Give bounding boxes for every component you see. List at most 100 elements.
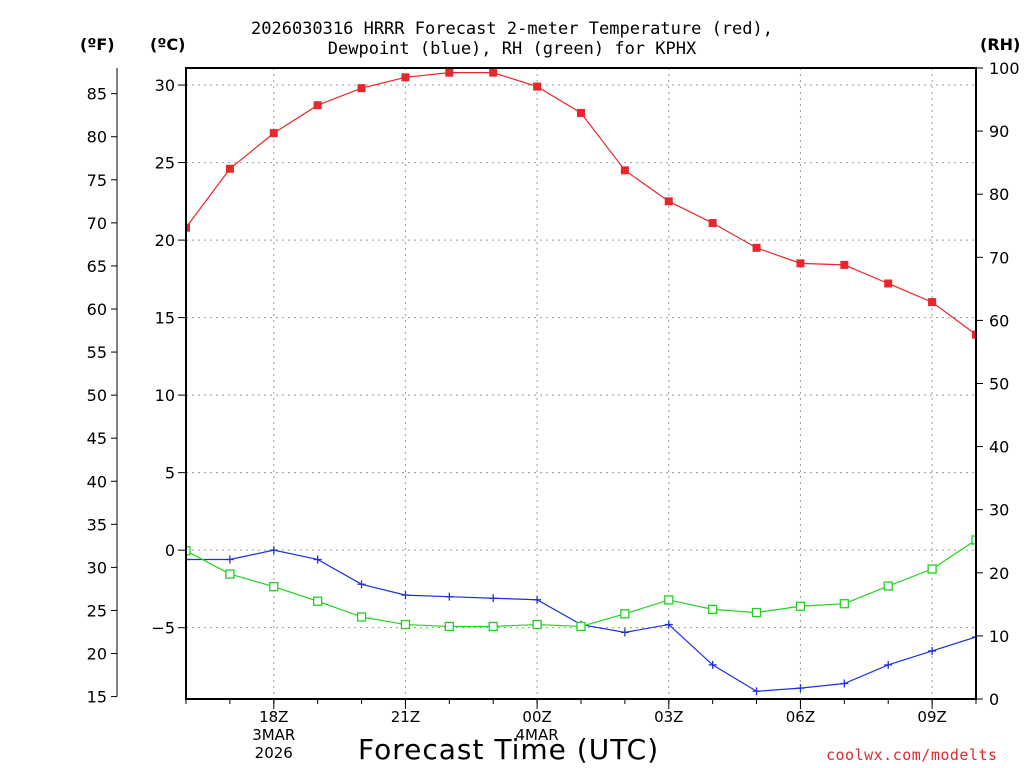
time-tick-label-2-1: 3MAR bbox=[252, 726, 295, 744]
rh-tick-label-40: 40 bbox=[989, 438, 1009, 457]
time-tick-label-14-0: 06Z bbox=[786, 708, 815, 726]
rh-point-11 bbox=[664, 595, 674, 605]
temperature-point-5 bbox=[401, 73, 410, 82]
rh-point-17 bbox=[927, 564, 937, 574]
temperature-point-17 bbox=[928, 298, 937, 307]
rh-tick-label-10: 10 bbox=[989, 627, 1009, 646]
chart-title-line-2: Dewpoint (blue), RH (green) for KPHX bbox=[327, 39, 697, 59]
rh-tick-label-30: 30 bbox=[989, 501, 1009, 520]
time-tick-label-5-0: 21Z bbox=[391, 708, 420, 726]
series-layer bbox=[186, 68, 976, 696]
celsius-tick-label--5: −5 bbox=[151, 619, 175, 638]
temperature-point-7 bbox=[489, 68, 498, 77]
celsius-tick-label-20: 20 bbox=[155, 231, 175, 250]
time-tick-label-2-0: 18Z bbox=[259, 708, 288, 726]
dewpoint-point-10 bbox=[620, 628, 629, 637]
dewpoint-point-0 bbox=[186, 555, 190, 564]
rh-tick-label-0: 0 bbox=[989, 690, 999, 709]
rh-tick-label-70: 70 bbox=[989, 248, 1009, 267]
rh-point-2 bbox=[269, 582, 279, 592]
temperature-point-4 bbox=[357, 84, 366, 93]
dewpoint-point-1 bbox=[225, 555, 234, 564]
rh-point-9 bbox=[576, 621, 586, 632]
rh-tick-label-100: 100 bbox=[989, 59, 1020, 78]
time-tick-label-8-1: 4MAR bbox=[516, 726, 559, 744]
fahrenheit-tick-label-25: 25 bbox=[87, 601, 107, 620]
temperature-point-14 bbox=[796, 259, 805, 268]
celsius-tick-label-30: 30 bbox=[155, 76, 175, 95]
fahrenheit-tick-label-70: 70 bbox=[87, 214, 107, 233]
rh-tick-label-20: 20 bbox=[989, 564, 1009, 583]
fahrenheit-tick-label-65: 65 bbox=[87, 257, 107, 276]
celsius-tick-label-10: 10 bbox=[155, 386, 175, 405]
rh-point-18 bbox=[971, 535, 976, 545]
temperature-point-9 bbox=[577, 108, 585, 117]
rh-point-16 bbox=[883, 581, 893, 591]
dewpoint-point-8 bbox=[533, 595, 542, 604]
time-tick-label-8-0: 00Z bbox=[522, 708, 551, 726]
celsius-tick-label-25: 25 bbox=[155, 154, 175, 173]
dewpoint-point-6 bbox=[445, 592, 454, 601]
temperature-point-8 bbox=[533, 82, 542, 91]
celsius-unit-label: (ºC) bbox=[150, 35, 186, 54]
rh-line bbox=[186, 539, 976, 628]
rh-point-7 bbox=[488, 621, 498, 632]
x-axis-title: Forecast Time (UTC) bbox=[358, 733, 660, 766]
temperature-point-0 bbox=[186, 223, 190, 232]
rh-point-10 bbox=[620, 609, 630, 619]
time-tick-label-2-2: 2026 bbox=[255, 744, 293, 762]
rh-point-12 bbox=[708, 604, 718, 615]
temperature-point-15 bbox=[840, 260, 849, 269]
dewpoint-point-5 bbox=[401, 591, 410, 600]
dewpoint-point-12 bbox=[708, 660, 717, 669]
rh-point-5 bbox=[400, 619, 411, 630]
celsius-axis: 30 25 20 15 10 5 0 −5 bbox=[151, 76, 186, 638]
chart-title-line-1: 2026030316 HRRR Forecast 2-meter Tempera… bbox=[251, 19, 773, 39]
temperature-point-12 bbox=[708, 219, 717, 228]
temperature-point-2 bbox=[269, 129, 278, 138]
rh-unit-label: (RH) bbox=[980, 35, 1021, 54]
rh-tick-label-90: 90 bbox=[989, 122, 1009, 141]
celsius-tick-label-15: 15 bbox=[155, 309, 175, 328]
dewpoint-point-3 bbox=[313, 555, 322, 564]
credit-link[interactable]: coolwx.com/modelts bbox=[826, 746, 998, 764]
time-tick-label-11-0: 03Z bbox=[654, 708, 683, 726]
temperature-point-16 bbox=[884, 279, 893, 288]
fahrenheit-tick-label-40: 40 bbox=[87, 472, 107, 491]
fahrenheit-tick-label-50: 50 bbox=[87, 386, 107, 405]
rh-tick-label-80: 80 bbox=[989, 185, 1009, 204]
rh-point-4 bbox=[356, 612, 367, 622]
fahrenheit-tick-label-45: 45 bbox=[87, 429, 107, 448]
grid-lines bbox=[186, 68, 976, 699]
dewpoint-point-4 bbox=[357, 580, 366, 589]
rh-point-1 bbox=[225, 569, 235, 579]
rh-point-3 bbox=[313, 596, 323, 606]
rh-point-8 bbox=[532, 619, 542, 630]
temperature-point-10 bbox=[620, 166, 629, 175]
dewpoint-point-16 bbox=[884, 660, 893, 669]
dewpoint-point-14 bbox=[796, 684, 805, 693]
fahrenheit-tick-label-15: 15 bbox=[87, 688, 107, 707]
temperature-point-18 bbox=[972, 330, 976, 339]
dewpoint-point-15 bbox=[840, 679, 849, 688]
dewpoint-point-18 bbox=[972, 632, 976, 641]
celsius-tick-label-0: 0 bbox=[165, 541, 175, 560]
temperature-point-1 bbox=[225, 164, 234, 173]
plot-frame bbox=[185, 67, 977, 700]
temperature-point-11 bbox=[664, 197, 673, 206]
fahrenheit-unit-label: (ºF) bbox=[80, 35, 115, 54]
dewpoint-point-11 bbox=[664, 620, 673, 629]
fahrenheit-axis: 85 80 75 70 65 60 55 50 45 40 35 30 25 20 15 bbox=[87, 68, 118, 707]
fahrenheit-tick-label-60: 60 bbox=[87, 300, 107, 319]
rh-tick-label-50: 50 bbox=[989, 375, 1009, 394]
dewpoint-series bbox=[186, 546, 976, 696]
dewpoint-point-17 bbox=[928, 646, 937, 655]
rh-point-14 bbox=[795, 601, 806, 611]
rh-point-13 bbox=[751, 607, 762, 618]
fahrenheit-tick-label-75: 75 bbox=[87, 171, 107, 190]
rh-point-0 bbox=[186, 546, 191, 556]
rh-point-15 bbox=[839, 599, 849, 609]
temperature-series bbox=[186, 68, 976, 339]
